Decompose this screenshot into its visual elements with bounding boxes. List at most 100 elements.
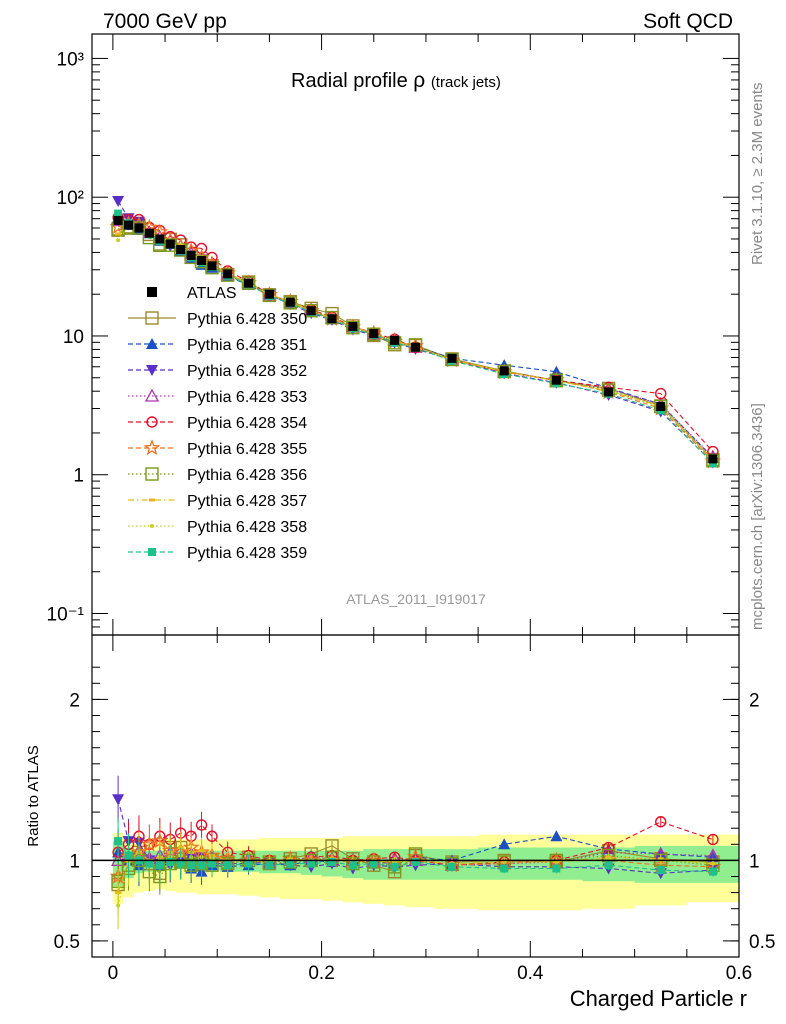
atlas-data-point bbox=[176, 244, 186, 254]
ratio-series-point bbox=[187, 861, 196, 870]
ratio-series-point bbox=[390, 862, 399, 871]
ratio-series-point bbox=[710, 861, 715, 866]
legend-label: Pythia 6.428 354 bbox=[187, 415, 307, 432]
main-series-point bbox=[409, 341, 422, 353]
ratio-series-point bbox=[656, 866, 665, 875]
main-series-group bbox=[109, 196, 722, 469]
legend-marker-atlas bbox=[147, 287, 157, 297]
ratio-series-point bbox=[265, 861, 274, 870]
atlas-data-point bbox=[656, 402, 666, 412]
legend-marker bbox=[143, 439, 161, 456]
ratio-y-tick-label-right: 2 bbox=[749, 690, 760, 711]
ratio-series-point bbox=[176, 859, 185, 868]
ratio-series-point bbox=[195, 819, 208, 831]
ratio-series-point bbox=[208, 859, 217, 868]
atlas-data-point bbox=[499, 366, 509, 376]
atlas-data-point bbox=[411, 342, 420, 352]
ratio-axis-label: Ratio to ATLAS bbox=[25, 745, 42, 846]
ratio-series-group bbox=[92, 775, 739, 929]
atlas-data-point bbox=[390, 335, 400, 345]
ratio-band-stat-uncertainty bbox=[112, 841, 739, 887]
ratio-series-point bbox=[112, 794, 125, 806]
ratio-series-point bbox=[145, 859, 154, 868]
main-series-point bbox=[283, 296, 297, 310]
main-series-line bbox=[117, 223, 714, 462]
legend-entry: Pythia 6.428 353 bbox=[128, 388, 307, 406]
legend-label: Pythia 6.428 358 bbox=[187, 519, 307, 536]
ratio-series-point bbox=[707, 833, 719, 846]
legend-label: Pythia 6.428 357 bbox=[187, 493, 307, 510]
ratio-series-point bbox=[244, 859, 253, 868]
analysis-watermark: ATLAS_2011_I919017 bbox=[346, 591, 486, 607]
atlas-data-point bbox=[186, 251, 196, 261]
x-tick-label: 0 bbox=[108, 963, 119, 984]
y-tick-label: 10⁻¹ bbox=[47, 605, 85, 626]
ratio-series-point bbox=[166, 858, 175, 867]
main-series-point bbox=[304, 304, 318, 318]
legend-label: Pythia 6.428 352 bbox=[187, 363, 307, 380]
legend-entry: Pythia 6.428 354 bbox=[128, 415, 307, 432]
legend-marker bbox=[146, 416, 158, 428]
ratio-series-point bbox=[552, 864, 561, 873]
legend-entry: Pythia 6.428 358 bbox=[128, 519, 307, 536]
ratio-series-point bbox=[286, 859, 295, 868]
main-series-point bbox=[445, 352, 459, 367]
atlas-data-point bbox=[369, 329, 379, 339]
legend-marker bbox=[150, 524, 154, 528]
atlas-data-point bbox=[124, 220, 134, 230]
atlas-data-point bbox=[604, 387, 614, 397]
legend-label: Pythia 6.428 353 bbox=[187, 389, 307, 406]
atlas-data-point bbox=[306, 306, 316, 316]
plot-title-main: Radial profile bbox=[291, 70, 408, 92]
legend-label: Pythia 6.428 351 bbox=[187, 337, 307, 354]
ratio-axes: 0.5 0.5 1 1 2 2 0 0.2 0.4 0.6 bbox=[54, 635, 775, 984]
ratio-series-point bbox=[348, 861, 357, 870]
atlas-data-point bbox=[348, 322, 358, 332]
ratio-series-point bbox=[411, 858, 420, 867]
ratio-series-point bbox=[448, 862, 457, 871]
legend-entry: Pythia 6.428 350 bbox=[128, 311, 307, 328]
main-series-point bbox=[346, 321, 360, 335]
ratio-series-point bbox=[655, 816, 667, 828]
ratio-series-point bbox=[197, 861, 206, 870]
legend-entry: Pythia 6.428 356 bbox=[128, 467, 307, 484]
atlas-data-point bbox=[165, 239, 175, 249]
ratio-series-point bbox=[708, 867, 717, 876]
legend-marker bbox=[146, 365, 158, 376]
y-tick-label: 10³ bbox=[57, 49, 84, 70]
ratio-series-point bbox=[498, 838, 511, 850]
ratio-series-point bbox=[500, 864, 509, 873]
legend-marker bbox=[145, 467, 159, 481]
ratio-y-tick-label-left: 2 bbox=[69, 690, 80, 711]
x-tick-label: 0.6 bbox=[726, 963, 752, 984]
legend-entry: Pythia 6.428 357 bbox=[128, 493, 307, 510]
main-series-point bbox=[115, 232, 122, 236]
x-axis-label: Charged Particle r bbox=[570, 986, 747, 1011]
main-data-atlas bbox=[113, 215, 718, 464]
ratio-series-point bbox=[223, 861, 232, 870]
atlas-data-point bbox=[708, 454, 718, 464]
atlas-data-point bbox=[113, 215, 123, 225]
main-series-point bbox=[655, 387, 667, 400]
ratio-series-point bbox=[114, 837, 123, 846]
ratio-y-tick-label-right: 1 bbox=[749, 851, 760, 872]
legend-label: ATLAS bbox=[187, 285, 237, 302]
mcplots-credit-label: mcplots.cern.ch [arXiv:1306.3436] bbox=[749, 403, 766, 630]
atlas-data-point bbox=[197, 255, 207, 265]
atlas-data-point bbox=[285, 297, 295, 307]
ratio-y-tick-label-left: 0.5 bbox=[54, 932, 80, 953]
ratio-uncertainty-bands bbox=[112, 833, 739, 911]
y-tick-label: 1 bbox=[73, 466, 84, 487]
ratio-series-point bbox=[124, 851, 133, 860]
atlas-data-point bbox=[155, 234, 165, 244]
ratio-y-tick-label-left: 1 bbox=[69, 851, 80, 872]
legend-entry: Pythia 6.428 355 bbox=[128, 439, 307, 458]
ratio-panel-frame bbox=[91, 634, 740, 958]
header-category-label: Soft QCD bbox=[643, 10, 733, 33]
y-tick-label: 10² bbox=[57, 188, 84, 209]
ratio-y-tick-label-right: 0.5 bbox=[749, 932, 775, 953]
plot-title-sub: (track jets) bbox=[431, 74, 501, 91]
legend-label: Pythia 6.428 356 bbox=[187, 467, 307, 484]
main-axes: 10⁻¹ 1 10 10² 10³ bbox=[47, 34, 740, 636]
